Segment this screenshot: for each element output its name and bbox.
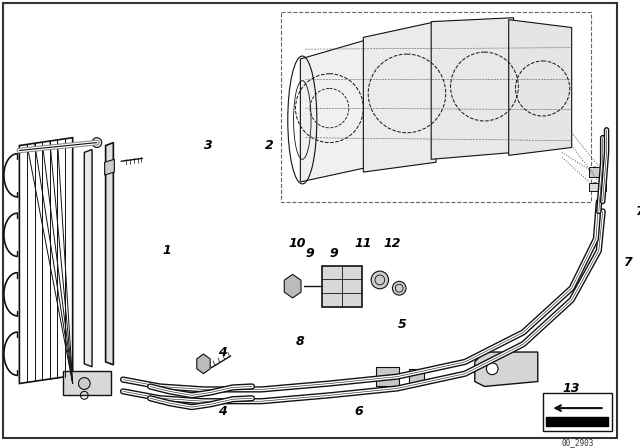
Text: 1: 1 (163, 244, 171, 257)
Polygon shape (105, 159, 115, 175)
Text: 00_2903: 00_2903 (561, 439, 594, 448)
Polygon shape (300, 39, 368, 182)
Circle shape (371, 271, 388, 289)
Polygon shape (376, 367, 399, 387)
Polygon shape (364, 22, 436, 172)
Polygon shape (509, 20, 572, 155)
Polygon shape (196, 354, 210, 374)
Text: 2: 2 (265, 139, 274, 152)
Text: 6: 6 (354, 405, 363, 418)
Text: 3: 3 (204, 139, 212, 152)
Polygon shape (475, 352, 538, 387)
Polygon shape (431, 18, 513, 159)
Text: 8: 8 (296, 335, 305, 348)
Circle shape (590, 167, 600, 177)
Text: 7: 7 (635, 205, 640, 218)
Text: 12: 12 (383, 237, 401, 250)
Text: 9: 9 (330, 247, 339, 260)
Text: 4: 4 (218, 405, 227, 418)
Circle shape (92, 138, 102, 147)
Circle shape (392, 281, 406, 295)
Polygon shape (106, 142, 113, 365)
Text: 11: 11 (355, 237, 372, 250)
Text: 7: 7 (623, 256, 632, 269)
Text: 9: 9 (306, 247, 314, 260)
Polygon shape (84, 150, 92, 367)
Polygon shape (589, 167, 605, 177)
Text: 4: 4 (218, 345, 227, 358)
Circle shape (79, 378, 90, 389)
Text: 10: 10 (289, 237, 306, 250)
Text: 5: 5 (397, 318, 406, 331)
Polygon shape (543, 393, 612, 431)
Text: 13: 13 (563, 382, 580, 395)
Polygon shape (322, 266, 362, 307)
Polygon shape (63, 371, 111, 395)
Polygon shape (547, 417, 609, 426)
Circle shape (486, 363, 498, 375)
Polygon shape (409, 369, 424, 384)
Polygon shape (589, 183, 605, 191)
Polygon shape (284, 274, 301, 298)
